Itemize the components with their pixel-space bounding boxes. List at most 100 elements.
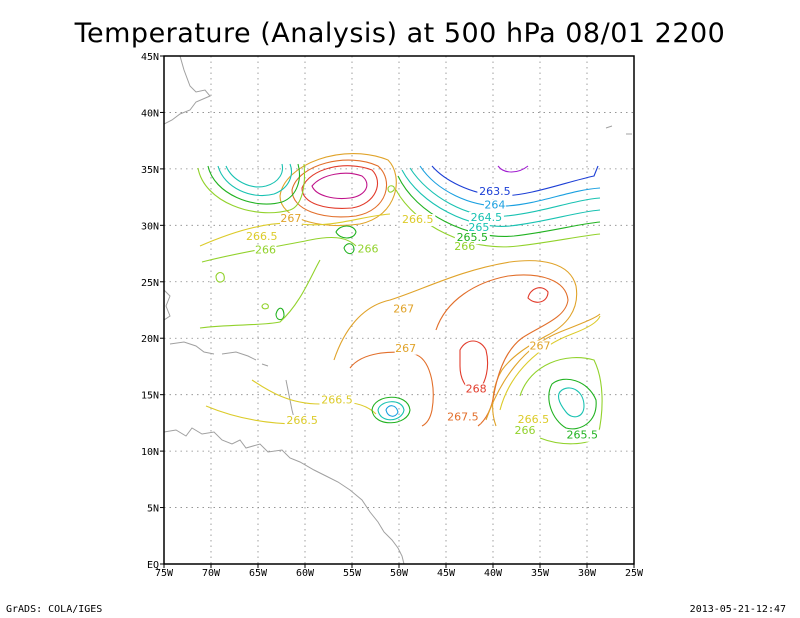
y-tick-label: 10N [141, 447, 159, 458]
x-tick-label: 70W [202, 568, 221, 579]
x-tick-label: 30W [578, 568, 597, 579]
x-tick-label: 40W [484, 568, 503, 579]
contour-265-nw [197, 163, 306, 214]
contour-264-5-north [291, 159, 387, 218]
contour-268-east [527, 287, 549, 303]
coastline-west-edge [164, 289, 171, 321]
coastline-azores [605, 125, 632, 135]
contour-263-5-north [311, 172, 368, 200]
contour-small-loop-2 [261, 303, 269, 310]
contour-label-bg [392, 303, 415, 316]
contour-label: 266.5 [321, 394, 353, 407]
contour-label: 267 [393, 302, 414, 315]
contour-266-se [519, 357, 603, 445]
contour-label: 266 [454, 240, 475, 253]
contour-label-bg [465, 383, 487, 396]
contour-label-bg [515, 413, 551, 426]
contour-label-bg [529, 340, 551, 353]
y-tick-label: EQ [147, 560, 159, 571]
contour-label: 266.5 [402, 213, 434, 226]
contour-small-loop-1 [215, 271, 225, 283]
contour-264-nw [217, 163, 292, 196]
x-tick-label: 55W [343, 568, 362, 579]
y-tick-label: 5N [147, 504, 159, 515]
contour-small-loop-3 [387, 185, 395, 193]
contour-label-bg [280, 212, 302, 225]
chart-title: Temperature (Analysis) at 500 hPa 08/01 … [74, 18, 726, 49]
contour-label: 266 [514, 424, 535, 437]
contour-label: 267.5 [447, 411, 479, 424]
contour-label-bg [244, 231, 280, 244]
contour-label-bg [468, 211, 504, 224]
contour-label: 263.5 [479, 185, 511, 198]
contour-label: 267 [530, 340, 551, 353]
contour-label: 266 [255, 244, 276, 257]
x-tick-label: 45W [437, 568, 456, 579]
contour-label-bg [468, 221, 490, 234]
contour-265-se-inner [557, 387, 585, 418]
contour-label: 266 [357, 242, 378, 255]
contour-266-southwest [199, 259, 321, 329]
contour-label: 267 [395, 342, 416, 355]
contour-label: 267 [280, 212, 301, 225]
contour-label-bg [477, 185, 513, 198]
footer-timestamp: 2013-05-21-12:47 [689, 604, 786, 615]
contour-264-5-island [385, 405, 399, 417]
contour-label-bg [514, 425, 536, 438]
y-tick-label: 20N [141, 334, 159, 345]
contour-label-bg [319, 394, 355, 407]
contour-265-5-island [371, 396, 411, 424]
contour-267-5-west [349, 351, 434, 427]
y-tick-label: 25N [141, 278, 159, 289]
contour-263-5-ne-2 [431, 165, 599, 197]
contour-label-bg [445, 411, 481, 424]
contour-266-5-se [499, 315, 601, 411]
contour-label-bg [394, 342, 417, 355]
contour-label: 265 [468, 221, 489, 234]
contour-265-ne [401, 169, 601, 227]
contour-label-bg [357, 243, 379, 256]
contour-265-se [548, 378, 597, 430]
contour-267-5-central [435, 274, 569, 427]
contour-label: 264.5 [471, 211, 503, 224]
x-tick-label: 75W [155, 568, 174, 579]
contour-265-island [377, 401, 405, 421]
coastline-island-1 [261, 363, 269, 367]
contour-label: 266.5 [286, 414, 318, 427]
coastline-south-america [164, 427, 405, 564]
y-tick-label: 35N [141, 165, 159, 176]
coastline-caribbean-2 [221, 351, 257, 361]
contour-268-center [459, 340, 489, 392]
y-tick-label: 45N [141, 52, 159, 63]
contour-263-5-nw [225, 163, 284, 188]
contour-label-bg [454, 232, 490, 245]
x-tick-label: 50W [390, 568, 409, 579]
contour-264-5-nw [207, 163, 300, 205]
contour-266-island-c [275, 307, 285, 321]
contour-263-5-ne [497, 165, 529, 173]
contour-label: 266.5 [518, 413, 550, 426]
contour-266-5-central-west [251, 379, 377, 415]
footer-credit: GrADS: COLA/IGES [6, 604, 103, 615]
y-tick-label: 40N [141, 108, 159, 119]
contour-label-bg [254, 244, 277, 257]
contour-label-bg [400, 214, 436, 227]
contour-267-central [333, 260, 578, 427]
contour-264-ne [419, 165, 601, 207]
contour-label: 268 [466, 382, 487, 395]
contour-label: 266.5 [246, 230, 278, 243]
y-tick-label: 15N [141, 391, 159, 402]
x-tick-label: 25W [625, 568, 644, 579]
contour-264-north [301, 165, 379, 209]
x-tick-label: 65W [249, 568, 268, 579]
contour-265-5-ne [397, 175, 601, 237]
coastlines [164, 56, 632, 564]
contour-label: 265.5 [567, 429, 599, 442]
contour-266-island-b [343, 243, 355, 255]
y-tick-label: 30N [141, 221, 159, 232]
contour-label: 265.5 [457, 231, 489, 244]
x-tick-label: 60W [296, 568, 315, 579]
x-tick-label: 35W [531, 568, 550, 579]
axis-ticks: 75W 70W 65W 60W 55W 50W 45W 40W 35W 30W 25W EQ 5N 10N… [141, 52, 644, 579]
